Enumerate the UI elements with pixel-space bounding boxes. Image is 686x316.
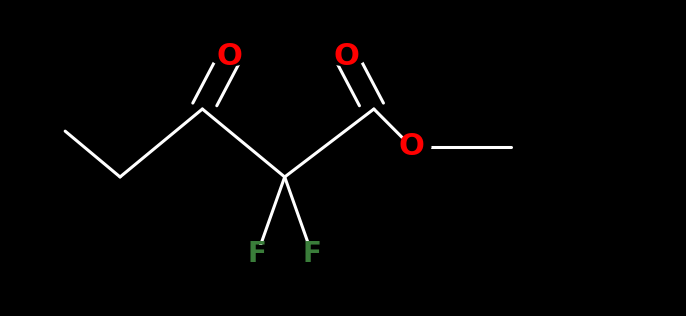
Circle shape [327, 48, 366, 66]
Circle shape [392, 138, 431, 156]
Circle shape [238, 246, 276, 263]
Circle shape [211, 48, 249, 66]
Text: F: F [303, 240, 322, 268]
Text: O: O [399, 132, 425, 161]
Text: F: F [248, 240, 267, 268]
Text: O: O [333, 42, 359, 71]
Text: O: O [217, 42, 243, 71]
Circle shape [293, 246, 331, 263]
